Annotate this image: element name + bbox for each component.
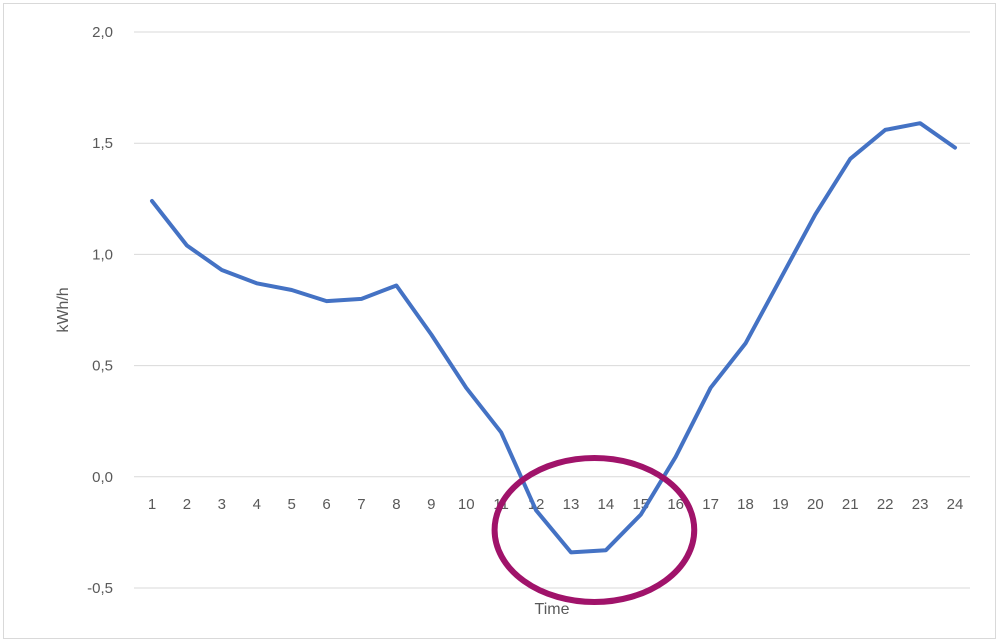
y-tick-label: 2,0: [92, 24, 113, 41]
x-tick-label: 18: [737, 496, 754, 513]
x-tick-label: 5: [287, 496, 295, 513]
x-tick-label: 24: [947, 496, 964, 513]
y-tick-label: 0,0: [92, 469, 113, 486]
y-tick-label: 0,5: [92, 358, 113, 375]
x-tick-label: 14: [598, 496, 615, 513]
y-tick-label: 1,0: [92, 246, 113, 263]
y-tick-label: -0,5: [87, 580, 113, 597]
x-tick-label: 6: [322, 496, 330, 513]
x-tick-label: 10: [458, 496, 475, 513]
x-tick-labels: 1 2 3 4 5 6 7 8 9 10 11 12 13 14 15 16 17 18 19 20 21 22 23 24: [148, 496, 964, 513]
series-line: [150, 121, 957, 555]
x-tick-label: 9: [427, 496, 435, 513]
series-layer: [150, 121, 957, 555]
x-tick-label: 13: [563, 496, 580, 513]
y-tick-labels: 2,0 1,5 1,0 0,5 0,0 -0,5: [87, 24, 113, 597]
x-tick-label: 19: [772, 496, 789, 513]
x-tick-label: 23: [912, 496, 929, 513]
grid-lines: [134, 31, 970, 589]
y-axis-label: kWh/h: [55, 287, 72, 332]
x-tick-label: 7: [357, 496, 365, 513]
x-tick-label: 2: [183, 496, 191, 513]
x-tick-label: 22: [877, 496, 894, 513]
y-tick-label: 1,5: [92, 135, 113, 152]
x-tick-label: 17: [702, 496, 719, 513]
annotation-layer: [491, 455, 698, 605]
x-tick-label: 8: [392, 496, 400, 513]
x-tick-label: 16: [667, 496, 684, 513]
chart-frame: [3, 3, 996, 639]
x-tick-label: 4: [253, 496, 261, 513]
x-tick-label: 3: [218, 496, 226, 513]
highlight-ellipse: [491, 455, 698, 605]
x-axis-label: Time: [535, 601, 570, 618]
x-tick-label: 21: [842, 496, 859, 513]
x-tick-label: 20: [807, 496, 824, 513]
x-tick-label: 1: [148, 496, 156, 513]
